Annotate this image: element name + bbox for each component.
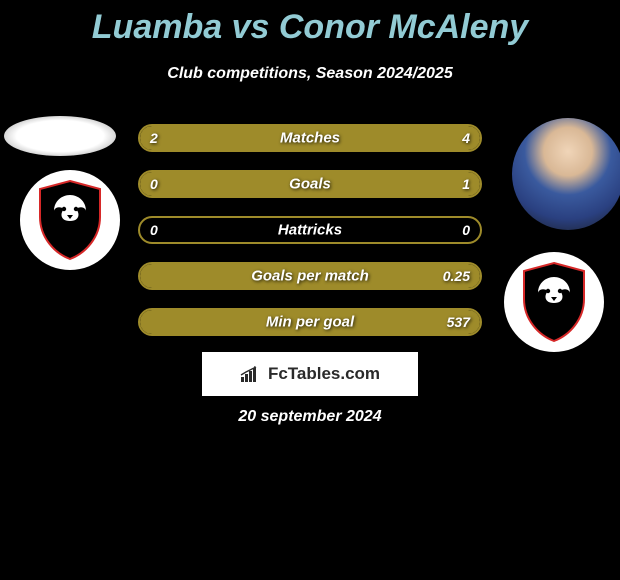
player-right-avatar bbox=[512, 118, 620, 230]
stat-value-right: 0 bbox=[462, 222, 470, 238]
stat-label: Min per goal bbox=[140, 314, 480, 331]
comparison-subtitle: Club competitions, Season 2024/2025 bbox=[0, 65, 620, 83]
stat-value-right: 1 bbox=[462, 176, 470, 192]
stat-row: 0Hattricks0 bbox=[138, 216, 482, 244]
stats-area: 2Matches40Goals10Hattricks0Goals per mat… bbox=[138, 124, 482, 354]
branding-box: FcTables.com bbox=[202, 352, 418, 396]
player-left-avatar-placeholder bbox=[4, 116, 116, 156]
shield-icon bbox=[518, 261, 590, 343]
club-badge-right bbox=[504, 252, 604, 352]
stat-row: 2Matches4 bbox=[138, 124, 482, 152]
stat-value-right: 537 bbox=[447, 314, 470, 330]
stat-row: Min per goal537 bbox=[138, 308, 482, 336]
stat-label: Goals per match bbox=[140, 268, 480, 285]
stat-row: Goals per match0.25 bbox=[138, 262, 482, 290]
stat-value-right: 0.25 bbox=[443, 268, 470, 284]
shield-icon bbox=[34, 179, 106, 261]
stat-value-right: 4 bbox=[462, 130, 470, 146]
stat-row: 0Goals1 bbox=[138, 170, 482, 198]
stat-label: Hattricks bbox=[140, 222, 480, 239]
stat-label: Goals bbox=[140, 176, 480, 193]
bar-chart-icon bbox=[240, 365, 262, 383]
branding-text: FcTables.com bbox=[268, 364, 380, 384]
date-line: 20 september 2024 bbox=[0, 408, 620, 426]
club-badge-left bbox=[20, 170, 120, 270]
comparison-title: Luamba vs Conor McAleny bbox=[0, 0, 620, 47]
stat-label: Matches bbox=[140, 130, 480, 147]
